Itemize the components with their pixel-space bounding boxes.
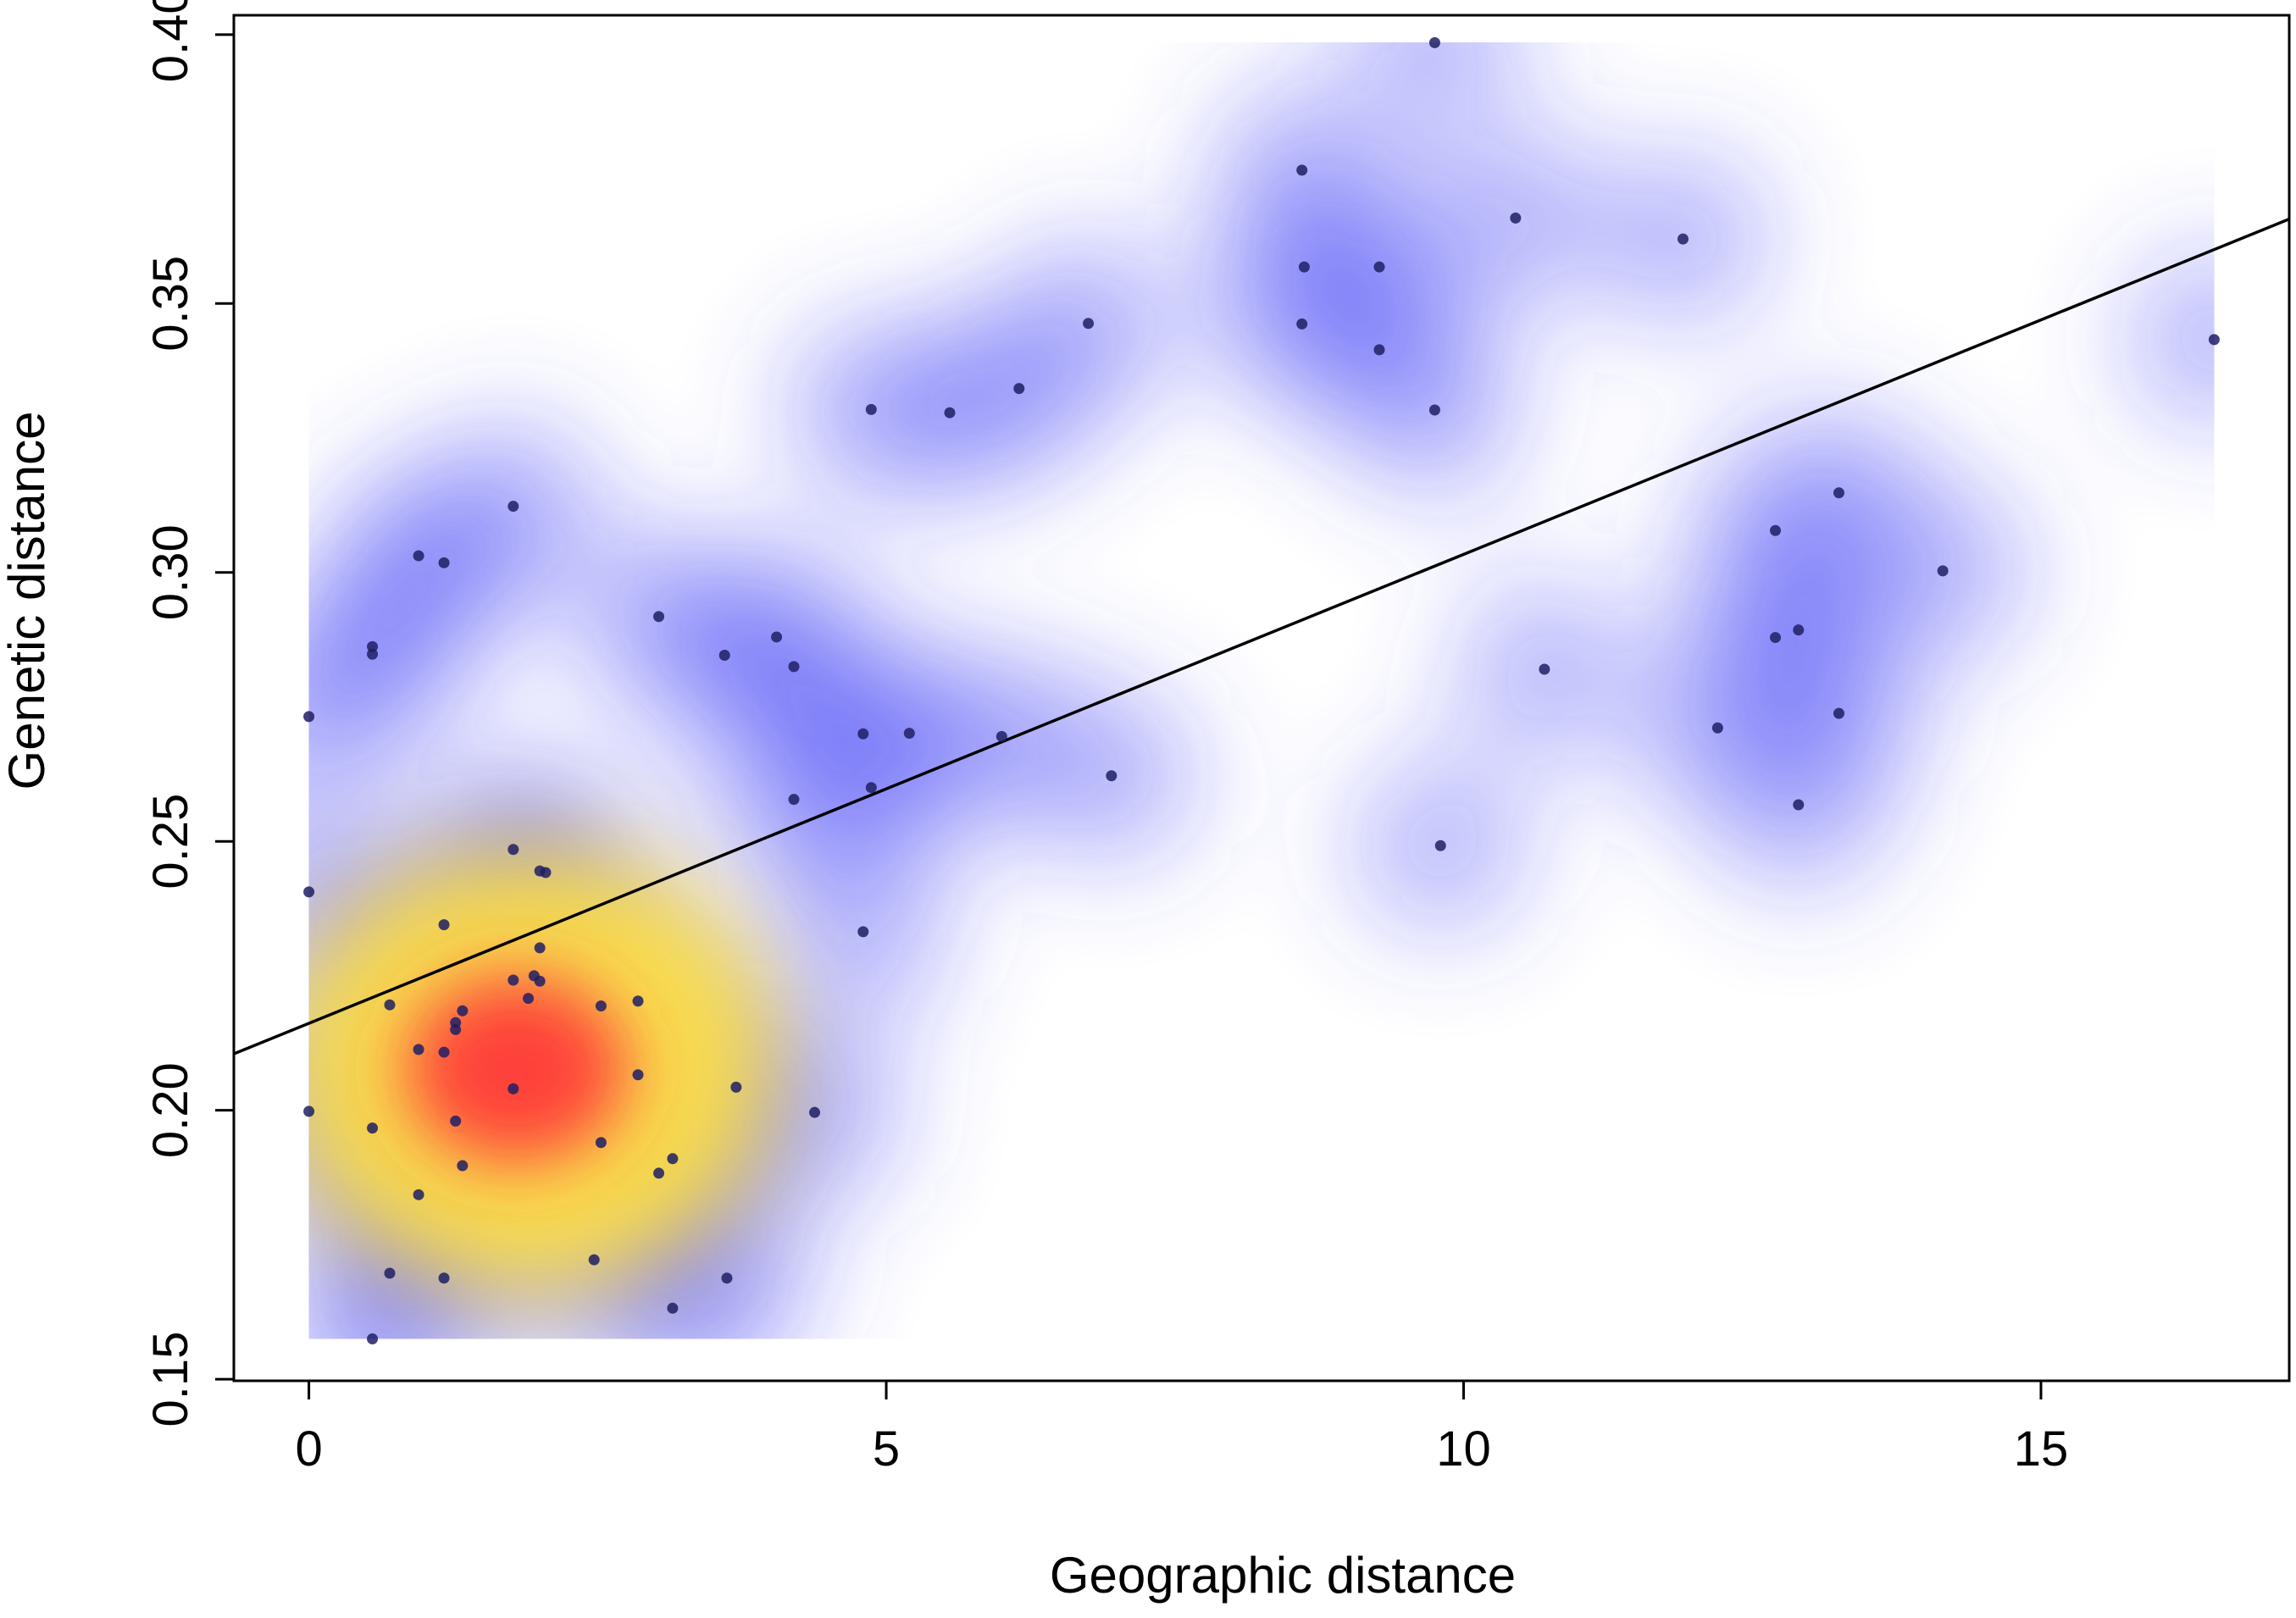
data-point xyxy=(995,730,1007,742)
data-point xyxy=(1106,770,1117,782)
data-point xyxy=(367,1333,379,1344)
x-tick-label: 10 xyxy=(1436,1421,1491,1477)
data-point xyxy=(1833,707,1844,719)
data-point xyxy=(788,661,800,673)
x-tick-label: 0 xyxy=(295,1421,322,1477)
y-tick-label: 0.25 xyxy=(143,794,198,889)
data-point xyxy=(1296,164,1308,176)
data-point xyxy=(438,557,450,568)
data-point xyxy=(303,711,315,723)
data-point xyxy=(653,1167,665,1179)
data-point xyxy=(667,1153,679,1165)
data-point xyxy=(903,728,915,740)
x-tick-label: 15 xyxy=(2014,1421,2069,1477)
data-point xyxy=(1833,487,1844,499)
data-point xyxy=(457,1160,469,1172)
data-point xyxy=(507,501,519,513)
data-point xyxy=(303,886,315,898)
data-point xyxy=(1711,722,1723,734)
data-point xyxy=(1510,212,1522,224)
data-point xyxy=(653,611,665,623)
regression-line xyxy=(234,218,2289,1056)
data-point xyxy=(1428,404,1440,416)
y-tick-label: 0.35 xyxy=(143,256,198,352)
data-point xyxy=(1013,383,1025,395)
data-point xyxy=(857,926,869,938)
data-point xyxy=(457,1005,469,1017)
data-point xyxy=(2208,334,2220,346)
data-point xyxy=(944,407,956,418)
data-point xyxy=(507,974,519,986)
data-point xyxy=(413,550,424,562)
data-point xyxy=(507,844,519,856)
y-tick-label: 0.20 xyxy=(143,1062,198,1158)
data-point xyxy=(384,1267,396,1279)
data-point xyxy=(721,1272,733,1284)
data-point xyxy=(438,1272,450,1284)
data-point xyxy=(450,1023,462,1035)
data-point xyxy=(438,1046,450,1058)
data-point xyxy=(534,942,546,954)
density-heatmap xyxy=(308,42,2215,1339)
data-point xyxy=(588,1254,600,1266)
data-point xyxy=(413,1044,424,1056)
data-point xyxy=(534,975,546,987)
x-axis: 0 5 10 15 xyxy=(295,1381,2068,1477)
data-point xyxy=(1298,261,1310,273)
plot-frame xyxy=(232,14,2291,1383)
data-point xyxy=(865,782,877,794)
data-point xyxy=(1539,663,1550,675)
data-point xyxy=(1434,839,1446,851)
data-point xyxy=(367,648,379,660)
data-point xyxy=(1428,36,1440,48)
data-point xyxy=(438,919,450,931)
data-point xyxy=(730,1081,742,1093)
data-point xyxy=(450,1115,462,1127)
data-point xyxy=(1373,261,1385,273)
data-point xyxy=(1937,565,1949,577)
x-axis-title: Geographic distance xyxy=(1050,1547,1516,1604)
data-point xyxy=(1083,318,1095,330)
data-point xyxy=(1770,632,1781,644)
data-point xyxy=(413,1189,424,1200)
data-point xyxy=(788,794,800,806)
data-point xyxy=(771,631,783,643)
y-tick-label: 0.15 xyxy=(143,1332,198,1427)
data-point xyxy=(1296,318,1308,330)
x-tick-label: 5 xyxy=(873,1421,900,1477)
data-point xyxy=(1793,799,1805,811)
y-axis-title: Genetic distance xyxy=(0,412,55,790)
data-point xyxy=(857,728,869,740)
data-point xyxy=(1770,524,1781,536)
data-point xyxy=(384,999,396,1011)
data-point xyxy=(507,1083,519,1094)
y-tick-label: 0.30 xyxy=(143,524,198,620)
data-point xyxy=(865,403,877,415)
data-point xyxy=(303,1105,315,1117)
data-point xyxy=(367,640,379,652)
data-point xyxy=(1677,233,1689,245)
data-point xyxy=(809,1106,821,1118)
y-tick-label: 0.40 xyxy=(143,0,198,82)
y-axis: 0.15 0.20 0.25 0.30 0.35 0.40 xyxy=(143,0,234,1427)
data-point xyxy=(523,993,535,1005)
data-point xyxy=(540,867,552,878)
data-points xyxy=(303,36,2220,1344)
data-point xyxy=(718,650,730,662)
data-point xyxy=(595,1137,607,1149)
data-point xyxy=(632,1069,644,1081)
data-point xyxy=(1373,344,1385,356)
data-point xyxy=(595,1000,607,1011)
data-point xyxy=(367,1122,379,1134)
data-point xyxy=(632,995,644,1007)
data-point xyxy=(1793,624,1805,636)
data-point xyxy=(667,1302,679,1314)
